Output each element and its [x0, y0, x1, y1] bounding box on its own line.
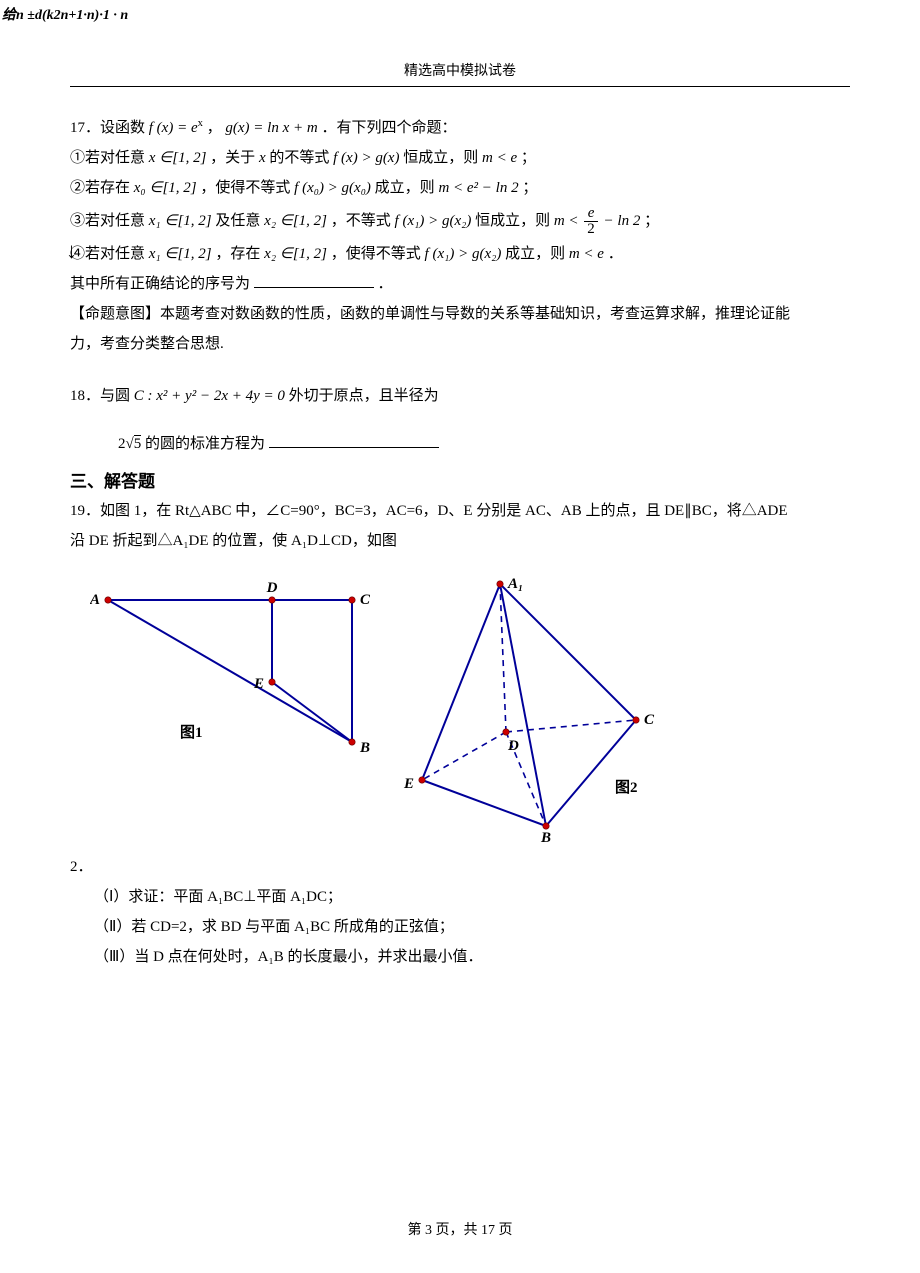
q19-s2: （Ⅱ）若 CD=2，求 BD 与平面 A₁BC 所成角的正弦值； — [70, 912, 850, 942]
svg-text:B: B — [540, 830, 551, 842]
q17-intent-b: 力，考查分类整合思想. — [70, 329, 850, 359]
q17-text-a: 17．设函数 — [70, 120, 145, 136]
q17-p4: ④若对任意 x₁ ∈[1, 2] ，存在 x₂ ∈[1, 2] ，使得不等式 f… — [70, 239, 850, 269]
svg-text:A: A — [90, 592, 100, 608]
q18-line2: 2√5 的圆的标准方程为 — [70, 429, 850, 459]
q17-p3-frac: e 2 — [584, 206, 598, 237]
q17-gx: g(x) = ln x + m — [225, 120, 317, 136]
figure-row: A D C E B 图1 A₁ D C E B 图2 — [90, 572, 850, 842]
svg-text:A₁: A₁ — [507, 576, 523, 592]
q18-line1: 18．与圆 C : x² + y² − 2x + 4y = 0 外切于原点，且半… — [70, 381, 850, 411]
svg-text:C: C — [360, 592, 370, 608]
answer-blank — [269, 432, 439, 448]
svg-text:图2: 图2 — [615, 779, 638, 796]
sqrt-icon: √5 — [126, 435, 142, 452]
q17-p3: ③若对任意 x₁ ∈[1, 2] 及任意 x₂ ∈[1, 2] ，不等式 f (… — [70, 203, 850, 239]
q19-s1: （Ⅰ）求证：平面 A₁BC⊥平面 A₁DC； — [70, 882, 850, 912]
q17-intent-a: 【命题意图】本题考查对数函数的性质，函数的单调性与导数的关系等基础知识，考查运算… — [70, 299, 850, 329]
svg-text:D: D — [507, 738, 519, 754]
arrow-down-icon: ↓ — [66, 240, 77, 262]
svg-text:C: C — [644, 712, 655, 728]
page-footer: 第 3 页，共 17 页 — [0, 1219, 920, 1239]
q17-conclusion: 其中所有正确结论的序号为 ． — [70, 269, 850, 299]
figure-2: A₁ D C E B 图2 — [390, 572, 670, 842]
q17-p1: ①若对任意 x ∈[1, 2] ，关于 x 的不等式 f (x) > g(x) … — [70, 143, 850, 173]
q17-stem: 17．设函数 f (x) = ex ， g(x) = ln x + m ．有下列… — [70, 113, 850, 143]
svg-text:E: E — [253, 676, 264, 692]
q17-fx: f (x) = ex — [149, 120, 207, 136]
q19-l2: 沿 DE 折起到△A₁DE 的位置，使 A₁D⊥CD，如图 — [70, 526, 850, 556]
figure-1: A D C E B 图1 — [90, 572, 370, 772]
svg-text:B: B — [359, 740, 370, 756]
q19-l1: 19．如图 1，在 Rt△ABC 中，∠C=90°，BC=3，AC=6，D、E … — [70, 496, 850, 526]
svg-text:D: D — [266, 580, 278, 596]
answer-blank — [254, 272, 374, 288]
q19-s3: （Ⅲ）当 D 点在何处时，A₁B 的长度最小，并求出最小值． — [70, 942, 850, 972]
page-header: 精选高中模拟试卷 — [70, 60, 850, 80]
svg-text:E: E — [403, 776, 414, 792]
corner-overlap-text: 给n ±d(k2n+1·n)·1 · n — [2, 4, 128, 24]
section-3-heading: 三、解答题 — [70, 467, 850, 492]
q19-two: 2． — [70, 852, 850, 882]
q17-p2: ②若存在 x₀ ∈[1, 2] ，使得不等式 f (x₀) > g(x₀) 成立… — [70, 173, 850, 203]
q17-tail: ．有下列四个命题： — [321, 120, 456, 136]
header-rule — [70, 86, 850, 87]
svg-text:图1: 图1 — [180, 724, 203, 741]
q17-comma: ， — [207, 120, 222, 136]
